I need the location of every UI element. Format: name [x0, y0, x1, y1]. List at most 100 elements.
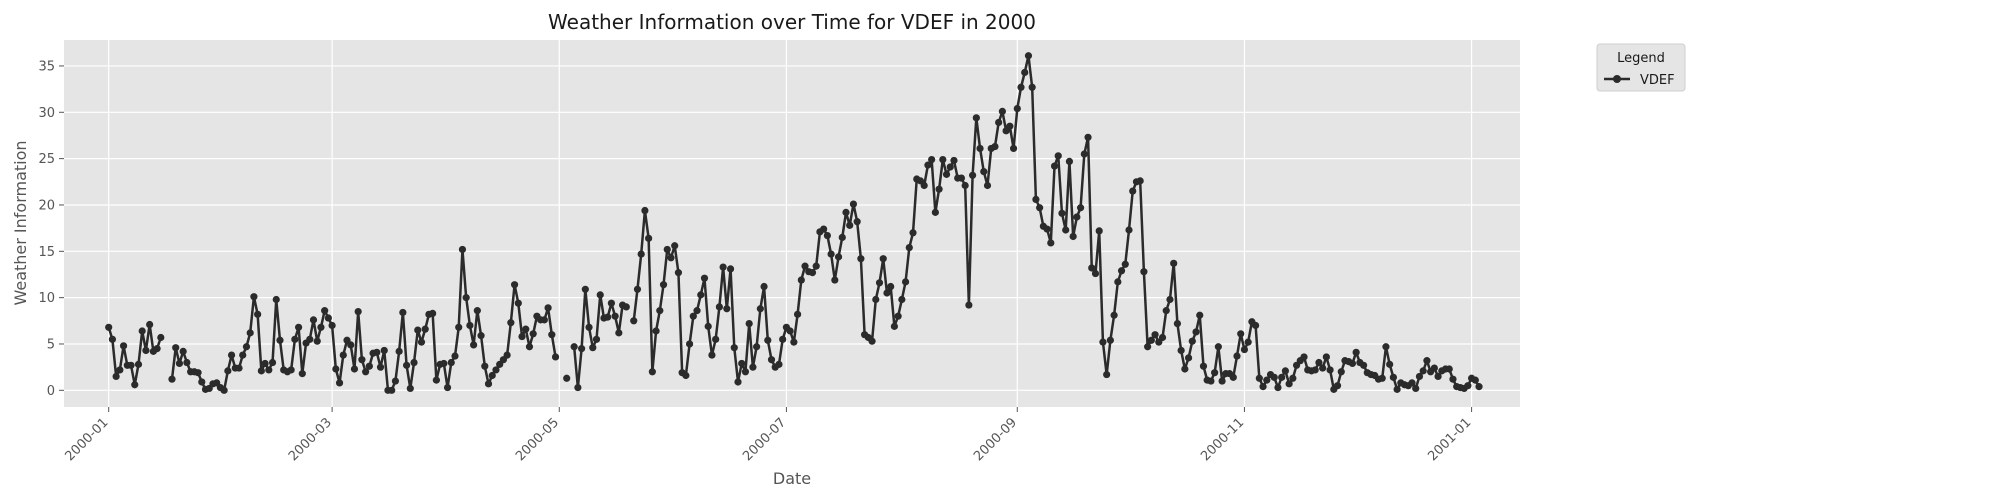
data-point [373, 348, 381, 356]
data-point [503, 351, 511, 359]
data-point [1333, 382, 1342, 390]
data-point [570, 343, 578, 351]
data-point [1184, 354, 1193, 362]
data-point [1166, 295, 1174, 304]
data-point [365, 362, 373, 370]
data-point [1047, 239, 1055, 247]
data-point [991, 142, 999, 151]
data-point [287, 366, 295, 374]
data-point [563, 374, 571, 382]
data-point [1117, 267, 1126, 275]
data-point [708, 351, 716, 359]
data-point [183, 358, 191, 367]
data-point [451, 352, 459, 360]
data-point [931, 208, 939, 216]
data-point [548, 331, 556, 339]
data-point [1058, 209, 1066, 217]
data-point [376, 363, 385, 371]
data-point [272, 295, 280, 304]
data-point [1237, 330, 1245, 338]
data-point [313, 337, 321, 345]
data-point [998, 107, 1006, 115]
data-point [265, 366, 273, 374]
data-point [131, 381, 139, 389]
data-point [458, 245, 467, 254]
data-point [671, 242, 679, 250]
data-point [429, 309, 437, 317]
data-point [980, 168, 988, 176]
data-point [1028, 83, 1036, 91]
data-point [298, 370, 306, 378]
data-point [306, 335, 314, 343]
data-point [432, 376, 440, 384]
data-point [410, 358, 418, 367]
data-point [1121, 260, 1129, 268]
data-point [268, 358, 277, 367]
data-point [194, 369, 202, 377]
data-point [477, 332, 485, 340]
data-point [1114, 278, 1122, 286]
data-point [105, 323, 113, 331]
data-point [719, 263, 727, 271]
data-point [1415, 372, 1424, 381]
data-point [1062, 226, 1070, 234]
data-point [741, 368, 750, 376]
data-point [1073, 213, 1081, 221]
data-point [1147, 336, 1155, 344]
data-point [1229, 373, 1237, 381]
data-point [1054, 152, 1062, 160]
data-point [354, 307, 362, 316]
data-point [842, 208, 850, 216]
data-point [1207, 377, 1215, 385]
legend-marker-swatch [1613, 75, 1621, 83]
data-point [172, 344, 180, 352]
data-point [637, 250, 645, 258]
data-point [793, 310, 802, 318]
data-point [1445, 365, 1453, 373]
data-point [700, 274, 709, 282]
data-point [749, 363, 757, 371]
data-point [488, 371, 496, 380]
data-point [108, 335, 117, 343]
data-point [812, 262, 820, 270]
data-point [831, 276, 839, 284]
data-point [648, 368, 656, 376]
data-point [242, 343, 251, 351]
data-point [682, 371, 690, 380]
data-point [551, 353, 560, 361]
data-point [138, 327, 146, 335]
data-point [604, 313, 612, 321]
data-point [1423, 357, 1431, 365]
data-point [127, 361, 135, 369]
data-point [391, 377, 400, 385]
data-point [295, 323, 303, 331]
data-point [116, 366, 124, 374]
data-point [1281, 367, 1289, 375]
data-point [808, 269, 817, 277]
data-point [890, 322, 899, 330]
data-point [596, 291, 604, 299]
data-point [745, 319, 753, 328]
data-point [734, 378, 742, 386]
data-point [324, 314, 332, 322]
data-point [525, 343, 534, 351]
data-point [957, 174, 966, 182]
data-point [633, 285, 642, 293]
legend-entry-vdef: VDEF [1640, 73, 1675, 88]
data-point [868, 337, 876, 345]
data-point [857, 255, 865, 263]
data-point [254, 310, 262, 318]
data-point [1464, 382, 1472, 390]
data-point [972, 114, 980, 122]
data-point [656, 307, 664, 315]
legend-title: Legend [1617, 51, 1665, 66]
x-tick-label: 2000-11 [1198, 415, 1247, 464]
data-point [723, 305, 731, 313]
data-point [1106, 336, 1114, 344]
data-point [157, 333, 165, 342]
data-point [544, 304, 552, 312]
data-point [1475, 383, 1483, 391]
data-point [950, 156, 958, 165]
data-point [641, 206, 649, 215]
data-point [1032, 195, 1040, 203]
